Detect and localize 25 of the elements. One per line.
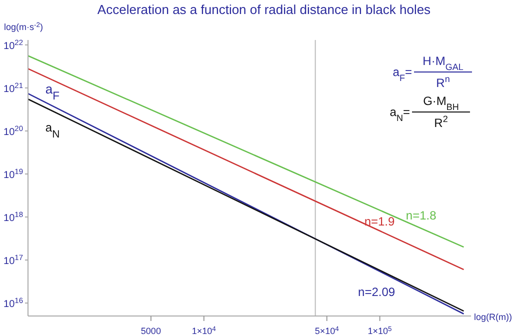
y-tick-label: 10$^{22}$ xyxy=(4,37,23,52)
x-tick-label: 1×10$^{4}$ xyxy=(192,326,216,336)
annotation: a$_{N}$= xyxy=(390,105,410,123)
y-tick-label: 10$^{21}$ xyxy=(4,80,23,95)
series-label: n=1.8 xyxy=(406,208,437,222)
annotation: R$^{2}$ xyxy=(434,114,448,130)
annotation: H·M$_{GAL}$ xyxy=(422,54,464,72)
annotation: a$_{F}$= xyxy=(392,65,412,83)
y-axis-title: log(m·s$^{-2}$) xyxy=(4,22,44,32)
y-tick-label: 10$^{20}$ xyxy=(4,123,23,138)
y-tick-label: 10$^{19}$ xyxy=(4,166,23,181)
x-tick-label: 5000 xyxy=(140,326,161,336)
chart-title: Acceleration as a function of radial distance in black holes xyxy=(97,2,432,17)
y-tick-label: 10$^{17}$ xyxy=(4,252,23,268)
annotation: R$^{n}$ xyxy=(436,74,450,90)
series-label: n=1.9 xyxy=(364,214,396,228)
series-label: a$_{N}$ xyxy=(45,120,60,141)
series-label: n=2.09 xyxy=(358,284,396,299)
x-tick-label: 5×10$^{4}$ xyxy=(314,326,340,336)
x-axis-title: log(R(m)) xyxy=(474,312,512,322)
annotation: a$_{F}$ xyxy=(45,81,60,102)
y-tick-label: 10$^{16}$ xyxy=(4,296,23,310)
y-tick-label: 10$^{18}$ xyxy=(4,210,23,224)
annotation: G·M$_{BH}$ xyxy=(423,94,459,112)
x-tick-label: 1×10$^{5}$ xyxy=(368,326,392,336)
